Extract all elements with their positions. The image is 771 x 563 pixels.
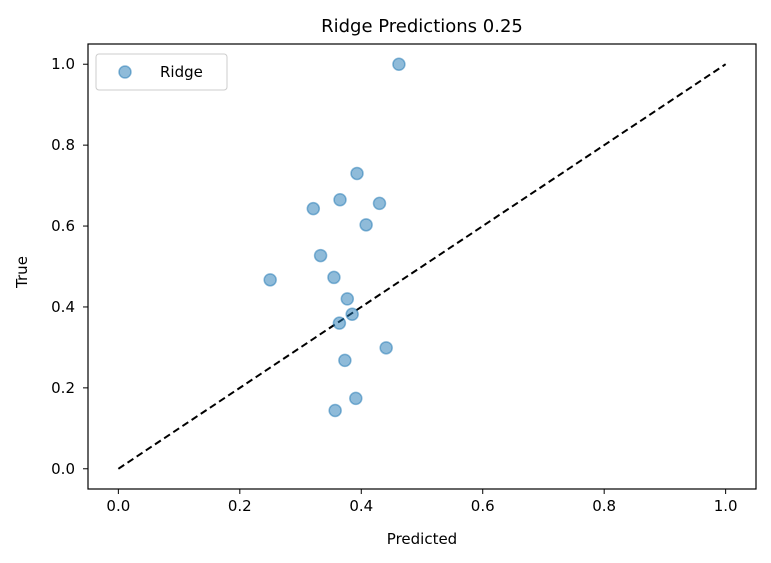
legend: Ridge	[95, 53, 228, 91]
y-tick-label: 1.0	[51, 55, 75, 73]
scatter-point	[379, 341, 393, 355]
x-tick-label: 0.2	[228, 497, 252, 515]
x-tick-label: 0.6	[471, 497, 495, 515]
scatter-point	[340, 292, 355, 306]
axes-frame	[87, 43, 757, 490]
scatter-point	[338, 353, 352, 368]
y-tick-label: 0.2	[51, 379, 75, 397]
reference-line	[117, 63, 727, 470]
x-tick-label: 1.0	[714, 497, 738, 515]
scatter-point	[345, 307, 359, 321]
y-axis-label: True	[13, 256, 31, 289]
scatter-point	[313, 248, 328, 263]
scatter-point	[306, 201, 321, 216]
scatter-point	[349, 391, 363, 406]
y-tick-label: 0.6	[51, 217, 75, 235]
legend-marker	[118, 65, 132, 79]
y-tick-label: 0.0	[51, 460, 75, 478]
scatter-point	[263, 273, 277, 287]
plot-area: 0.0 0.2 0.4 0.6 0.8 1.0 0.0 0.2 0.4 0.6 0.8 1.0	[51, 43, 757, 515]
scatter-point	[327, 270, 341, 285]
x-tick-label: 0.4	[349, 497, 373, 515]
legend-label: Ridge	[160, 63, 203, 81]
x-tick-label: 0.0	[106, 497, 130, 515]
scatter-point	[332, 316, 347, 330]
scatter-point	[328, 403, 342, 418]
x-axis-label: Predicted	[387, 530, 457, 548]
scatter-point	[372, 196, 387, 211]
scatter-point	[333, 193, 347, 207]
y-tick-label: 0.4	[51, 298, 75, 316]
y-tick-label: 0.8	[51, 136, 75, 154]
legend-box	[95, 53, 228, 91]
chart-title: Ridge Predictions 0.25	[321, 16, 523, 37]
x-tick-label: 0.8	[592, 497, 616, 515]
scatter-point	[359, 218, 373, 232]
scatter-point	[350, 166, 364, 181]
scatter-point	[392, 57, 406, 71]
